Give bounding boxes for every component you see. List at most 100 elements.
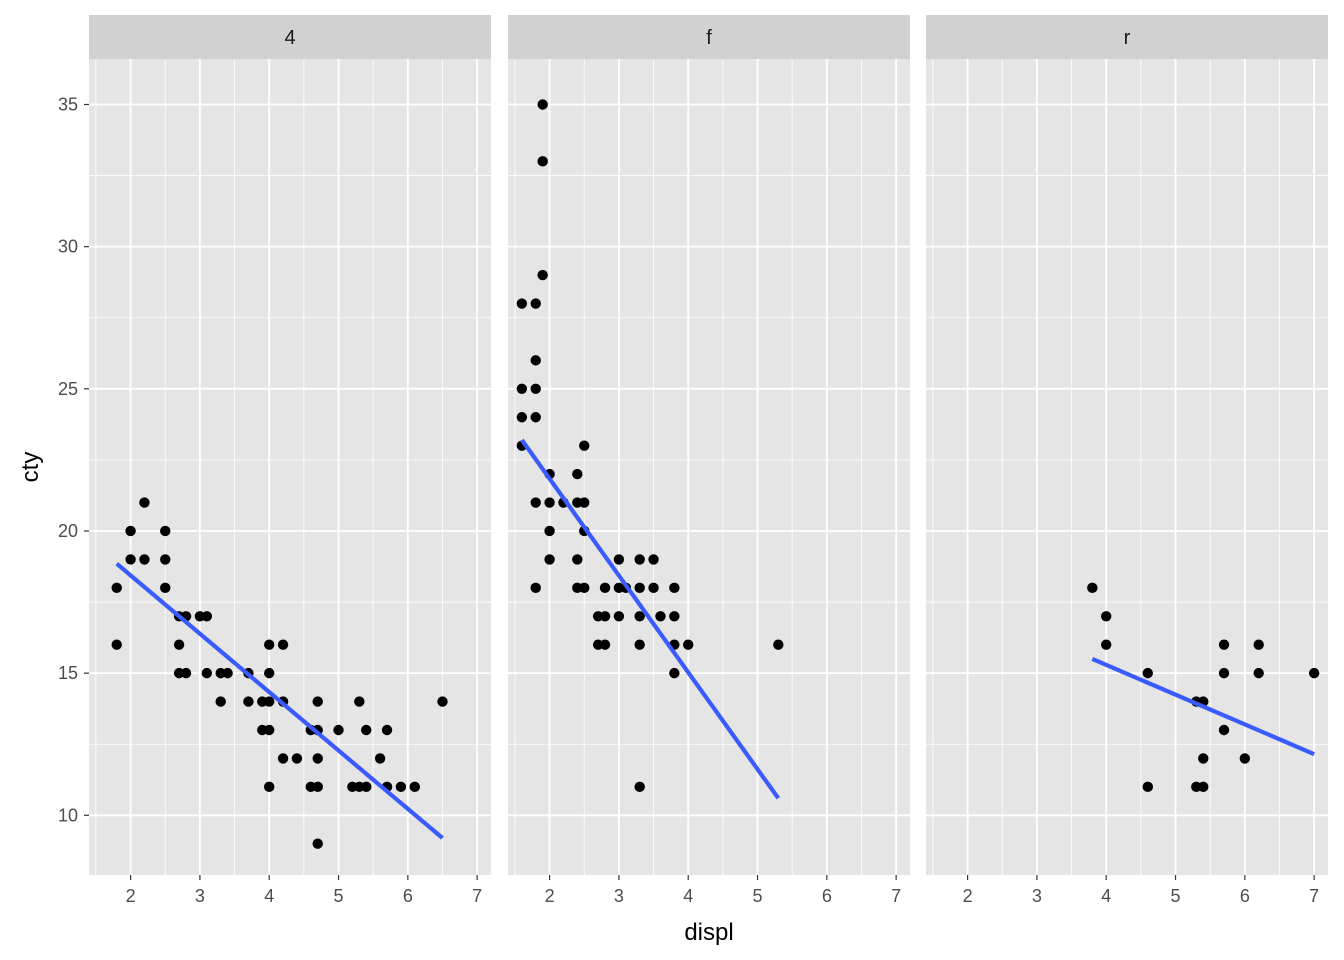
data-point	[1198, 781, 1209, 793]
x-tick-label: 4	[1101, 886, 1111, 906]
data-point	[277, 639, 289, 650]
data-point	[1101, 611, 1112, 622]
facet-strip-label: 4	[284, 27, 295, 49]
x-tick-label: 5	[334, 886, 344, 906]
smooth-line	[1091, 656, 1315, 757]
data-point	[1239, 753, 1251, 764]
x-tick-label: 2	[126, 886, 136, 906]
data-point	[111, 639, 122, 650]
data-point	[655, 611, 666, 622]
x-tick-label: 4	[264, 886, 274, 906]
data-point	[530, 582, 541, 594]
data-point	[264, 667, 275, 679]
data-point	[291, 753, 303, 764]
x-tick-label: 3	[195, 886, 205, 906]
data-point	[1101, 639, 1112, 650]
data-point	[634, 582, 645, 594]
data-point	[579, 440, 590, 451]
x-tick-label: 5	[753, 886, 763, 906]
data-point	[264, 724, 275, 736]
facet-panel-4: 4 2 3 4 5 6 7	[89, 15, 491, 906]
data-point	[544, 525, 555, 537]
data-point	[599, 582, 611, 594]
data-point	[1253, 639, 1264, 650]
x-tick-label: 3	[1032, 886, 1042, 906]
data-point	[530, 298, 541, 309]
data-point	[530, 383, 541, 395]
data-point	[544, 497, 555, 508]
data-point	[160, 554, 171, 565]
panel-background	[508, 59, 910, 875]
data-point	[180, 667, 192, 679]
data-point	[516, 298, 528, 309]
data-point	[516, 383, 528, 395]
x-tick-label: 2	[545, 886, 555, 906]
data-point	[312, 838, 323, 849]
data-point	[683, 639, 694, 650]
data-point	[613, 611, 625, 622]
facet-strip-label: f	[706, 27, 712, 49]
data-point	[333, 724, 344, 736]
panel-background	[89, 59, 491, 875]
data-point	[599, 611, 611, 622]
data-point	[669, 582, 680, 594]
facet-panel-r: r 2 3 4 5 6 7	[926, 15, 1328, 906]
y-tick-label: 20	[58, 521, 78, 541]
data-point	[537, 269, 548, 281]
data-point	[1198, 753, 1209, 764]
x-tick-label: 7	[1309, 886, 1319, 906]
data-point	[312, 781, 323, 793]
data-point	[125, 554, 136, 565]
data-point	[634, 611, 645, 622]
data-point	[773, 639, 784, 650]
data-point	[530, 497, 541, 508]
x-tick-label: 4	[683, 886, 693, 906]
data-point	[201, 611, 213, 622]
data-point	[613, 554, 625, 565]
data-point	[669, 667, 680, 679]
data-point	[572, 468, 583, 480]
data-point	[409, 781, 420, 793]
data-point	[354, 696, 365, 707]
facet-strip	[926, 15, 1328, 59]
data-point	[312, 696, 323, 707]
data-point	[648, 554, 659, 565]
facet-panel-f: f 2 3 4 5 6 7	[508, 15, 910, 906]
data-point	[173, 639, 185, 650]
data-point	[579, 582, 590, 594]
x-tick-label: 5	[1171, 886, 1181, 906]
data-point	[544, 554, 555, 565]
data-point	[1142, 667, 1153, 679]
data-point	[1308, 667, 1320, 679]
data-point	[139, 497, 150, 508]
data-point	[277, 753, 289, 764]
data-point	[579, 497, 590, 508]
data-point	[243, 696, 254, 707]
data-point	[222, 667, 233, 679]
data-point	[516, 412, 528, 423]
data-point	[264, 696, 275, 707]
data-point	[201, 667, 213, 679]
data-point	[160, 582, 171, 594]
y-axis: 10 15 20 25 30 35	[58, 94, 89, 825]
y-axis-title: cty	[17, 452, 44, 483]
data-point	[160, 525, 171, 537]
data-point	[530, 412, 541, 423]
data-point	[648, 582, 659, 594]
data-point	[215, 696, 226, 707]
data-point	[374, 753, 386, 764]
data-point	[537, 156, 548, 167]
y-tick-label: 25	[58, 379, 78, 399]
y-tick-label: 10	[58, 805, 78, 825]
data-point	[361, 724, 372, 736]
data-point	[1142, 781, 1153, 793]
y-tick-label: 15	[58, 663, 78, 683]
data-point	[1218, 667, 1230, 679]
x-tick-label: 7	[472, 886, 482, 906]
data-point	[634, 781, 645, 793]
data-point	[264, 639, 275, 650]
x-tick-label: 7	[891, 886, 901, 906]
data-point	[1253, 667, 1264, 679]
smooth-line	[115, 562, 444, 840]
